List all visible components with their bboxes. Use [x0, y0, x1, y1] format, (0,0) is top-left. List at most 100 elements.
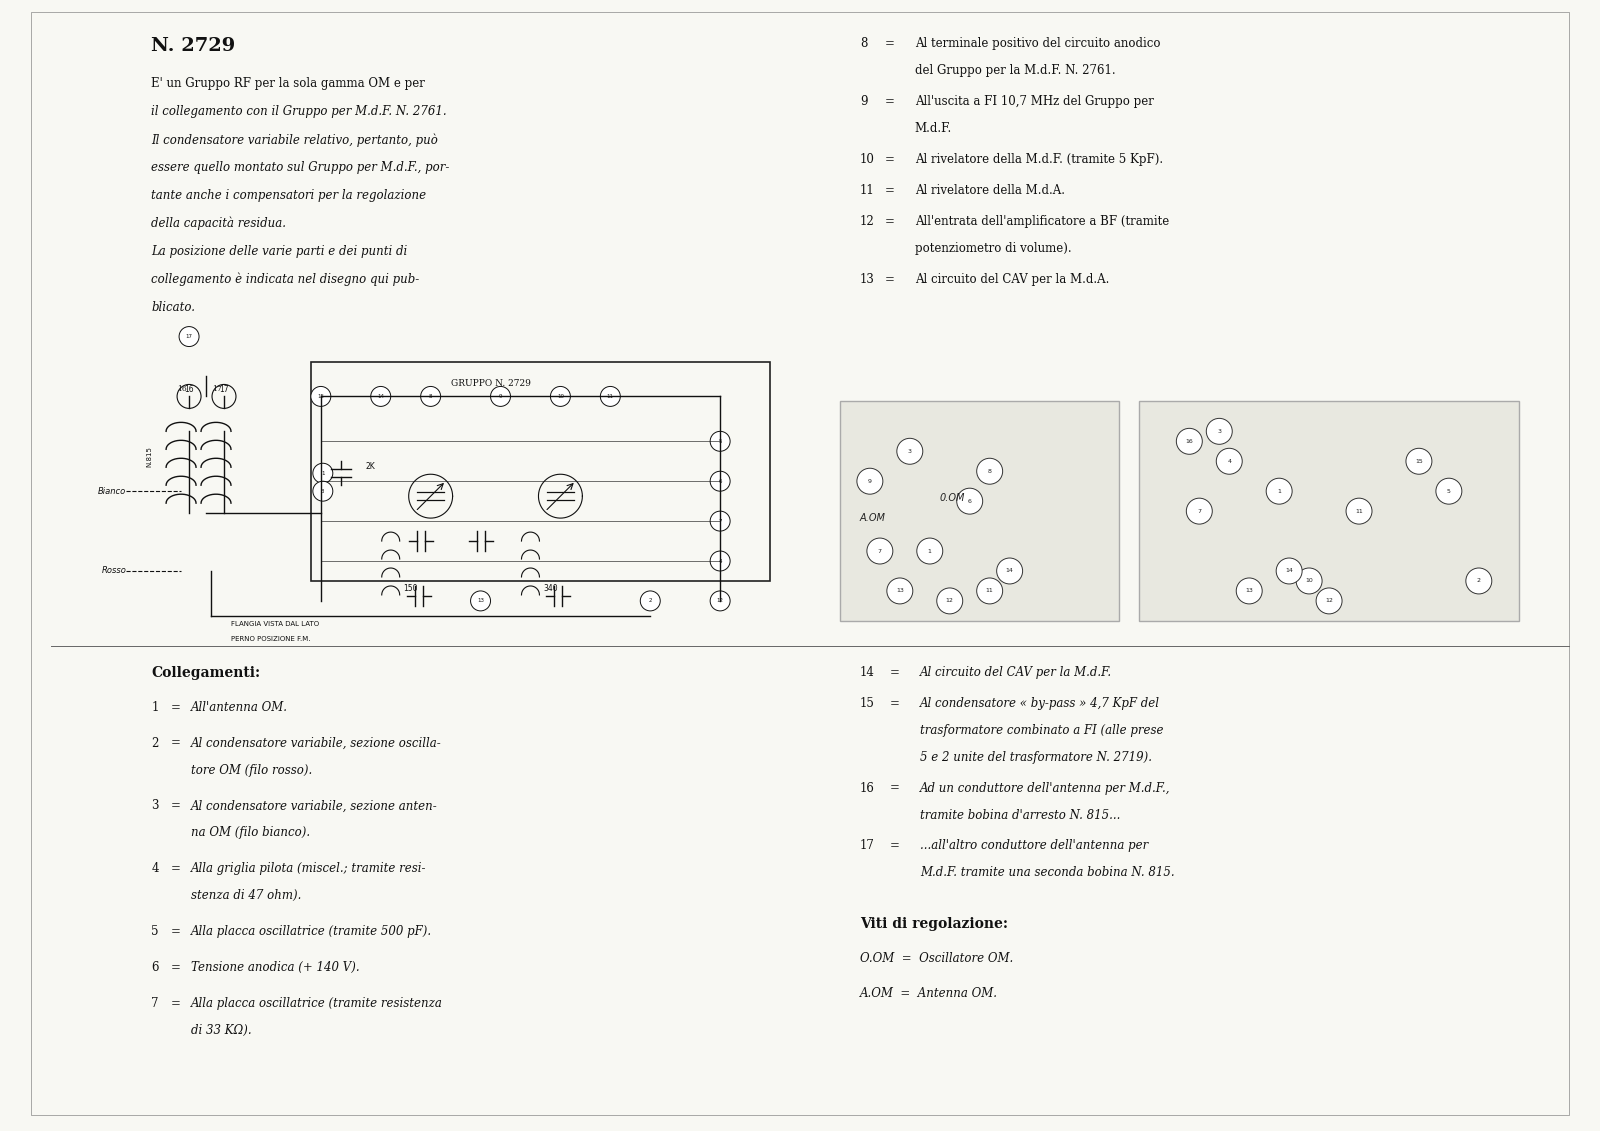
Text: N. 2729: N. 2729 [150, 37, 235, 55]
Text: 4: 4 [1227, 459, 1232, 464]
Text: Al terminale positivo del circuito anodico: Al terminale positivo del circuito anodi… [915, 37, 1160, 50]
Text: 5: 5 [1446, 489, 1451, 494]
Text: blicato.: blicato. [150, 301, 195, 313]
Text: =: = [171, 961, 181, 974]
Text: 6: 6 [150, 961, 158, 974]
Text: PERNO POSIZIONE F.M.: PERNO POSIZIONE F.M. [230, 636, 310, 641]
Text: 9: 9 [867, 478, 872, 484]
Circle shape [1266, 478, 1293, 504]
Text: M.d.F. tramite una seconda bobina N. 815.: M.d.F. tramite una seconda bobina N. 815… [920, 866, 1174, 880]
Text: A.OM  =  Antenna OM.: A.OM = Antenna OM. [859, 987, 998, 1000]
Text: Al condensatore variabile, sezione oscilla-: Al condensatore variabile, sezione oscil… [190, 736, 442, 750]
Text: tramite bobina d'arresto N. 815...: tramite bobina d'arresto N. 815... [920, 809, 1120, 821]
Circle shape [1277, 558, 1302, 584]
Text: =: = [885, 184, 894, 197]
Circle shape [314, 464, 333, 483]
Text: 11: 11 [986, 588, 994, 594]
Text: GRUPPO N. 2729: GRUPPO N. 2729 [451, 380, 531, 388]
Text: O.OM  =  Oscillatore OM.: O.OM = Oscillatore OM. [859, 952, 1013, 965]
Text: 3: 3 [322, 489, 325, 494]
Text: 1: 1 [322, 470, 325, 476]
Circle shape [710, 551, 730, 571]
Text: 10: 10 [859, 153, 875, 166]
Text: 7: 7 [718, 519, 722, 524]
Circle shape [491, 387, 510, 406]
Text: 13: 13 [1245, 588, 1253, 594]
Text: All'entrata dell'amplificatore a BF (tramite: All'entrata dell'amplificatore a BF (tra… [915, 215, 1170, 228]
Text: 9: 9 [499, 394, 502, 399]
FancyBboxPatch shape [840, 402, 1120, 621]
Text: 340: 340 [542, 584, 558, 593]
Text: 14: 14 [1006, 569, 1013, 573]
Text: =: = [171, 736, 181, 750]
Text: tante anche i compensatori per la regolazione: tante anche i compensatori per la regola… [150, 189, 426, 202]
Text: =: = [171, 925, 181, 938]
Text: =: = [890, 697, 899, 710]
Circle shape [310, 387, 331, 406]
Text: Rosso: Rosso [101, 567, 126, 576]
Text: 13: 13 [896, 588, 904, 594]
Text: collegamento è indicata nel disegno qui pub-: collegamento è indicata nel disegno qui … [150, 273, 419, 286]
Text: 8: 8 [429, 394, 432, 399]
Circle shape [1186, 498, 1213, 524]
Text: Bianco: Bianco [98, 486, 126, 495]
Circle shape [421, 387, 440, 406]
Circle shape [371, 387, 390, 406]
Text: 13: 13 [859, 273, 875, 286]
Text: 2: 2 [150, 736, 158, 750]
Text: =: = [885, 215, 894, 228]
Text: Al circuito del CAV per la M.d.F.: Al circuito del CAV per la M.d.F. [920, 666, 1112, 679]
Text: il collegamento con il Gruppo per M.d.F. N. 2761.: il collegamento con il Gruppo per M.d.F.… [150, 105, 446, 118]
Text: 1: 1 [150, 701, 158, 714]
Text: 3: 3 [150, 800, 158, 812]
Text: 16: 16 [859, 782, 875, 795]
Text: Alla griglia pilota (miscel.; tramite resi-: Alla griglia pilota (miscel.; tramite re… [190, 862, 427, 875]
Text: =: = [885, 153, 894, 166]
Text: essere quello montato sul Gruppo per M.d.F., por-: essere quello montato sul Gruppo per M.d… [150, 161, 450, 174]
Text: Al condensatore « by-pass » 4,7 KpF del: Al condensatore « by-pass » 4,7 KpF del [920, 697, 1160, 710]
Text: 6: 6 [718, 478, 722, 484]
Text: E' un Gruppo RF per la sola gamma OM e per: E' un Gruppo RF per la sola gamma OM e p… [150, 77, 426, 90]
Text: =: = [890, 839, 899, 853]
Text: =: = [885, 273, 894, 286]
Text: 3: 3 [907, 449, 912, 454]
Text: 2: 2 [648, 598, 653, 604]
Text: 10: 10 [557, 394, 563, 399]
Text: 15: 15 [317, 394, 325, 399]
Circle shape [1237, 578, 1262, 604]
Text: Ad un conduttore dell'antenna per M.d.F.,: Ad un conduttore dell'antenna per M.d.F.… [920, 782, 1170, 795]
Text: Viti di regolazione:: Viti di regolazione: [859, 917, 1008, 931]
Text: 7: 7 [1197, 509, 1202, 513]
Text: 8: 8 [987, 468, 992, 474]
Text: 3: 3 [1218, 429, 1221, 434]
Circle shape [867, 538, 893, 564]
Text: tore OM (filo rosso).: tore OM (filo rosso). [190, 763, 312, 777]
Text: 11: 11 [859, 184, 875, 197]
Text: 15: 15 [1414, 459, 1422, 464]
Text: 15: 15 [859, 697, 875, 710]
Circle shape [997, 558, 1022, 584]
Text: All'antenna OM.: All'antenna OM. [190, 701, 288, 714]
Text: 17: 17 [186, 334, 192, 339]
Text: Al circuito del CAV per la M.d.A.: Al circuito del CAV per la M.d.A. [915, 273, 1109, 286]
Text: 11: 11 [606, 394, 614, 399]
Text: 5 e 2 unite del trasformatore N. 2719).: 5 e 2 unite del trasformatore N. 2719). [920, 751, 1152, 763]
Text: 150: 150 [403, 584, 418, 593]
Circle shape [1406, 448, 1432, 474]
Text: 12: 12 [859, 215, 875, 228]
Text: =: = [171, 701, 181, 714]
Text: A.OM: A.OM [859, 513, 886, 524]
Text: 6: 6 [968, 499, 971, 503]
Text: ...all'altro conduttore dell'antenna per: ...all'altro conduttore dell'antenna per [920, 839, 1149, 853]
Circle shape [1317, 588, 1342, 614]
Text: 11: 11 [1355, 509, 1363, 513]
Text: 10: 10 [1306, 578, 1314, 584]
Text: 13: 13 [477, 598, 485, 604]
Circle shape [1296, 568, 1322, 594]
Circle shape [917, 538, 942, 564]
Text: 14: 14 [378, 394, 384, 399]
Circle shape [1176, 429, 1202, 455]
Text: Al rivelatore della M.d.A.: Al rivelatore della M.d.A. [915, 184, 1066, 197]
Text: =: = [885, 95, 894, 109]
Text: 7: 7 [150, 996, 158, 1010]
